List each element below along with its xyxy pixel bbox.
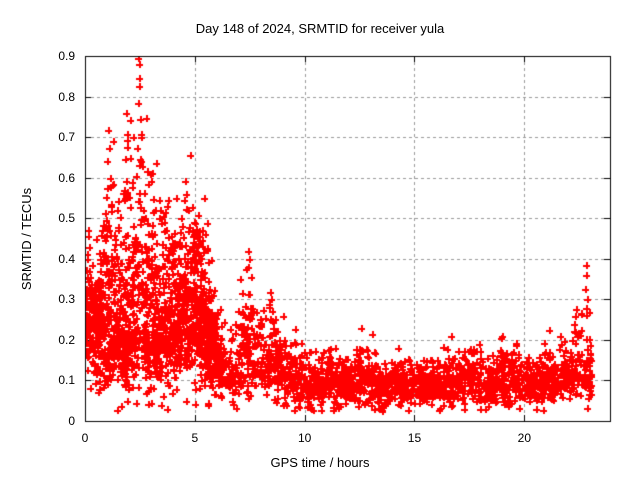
plot-canvas — [0, 0, 640, 480]
scatter-plot-figure: Day 148 of 2024, SRMTID for receiver yul… — [0, 0, 640, 480]
